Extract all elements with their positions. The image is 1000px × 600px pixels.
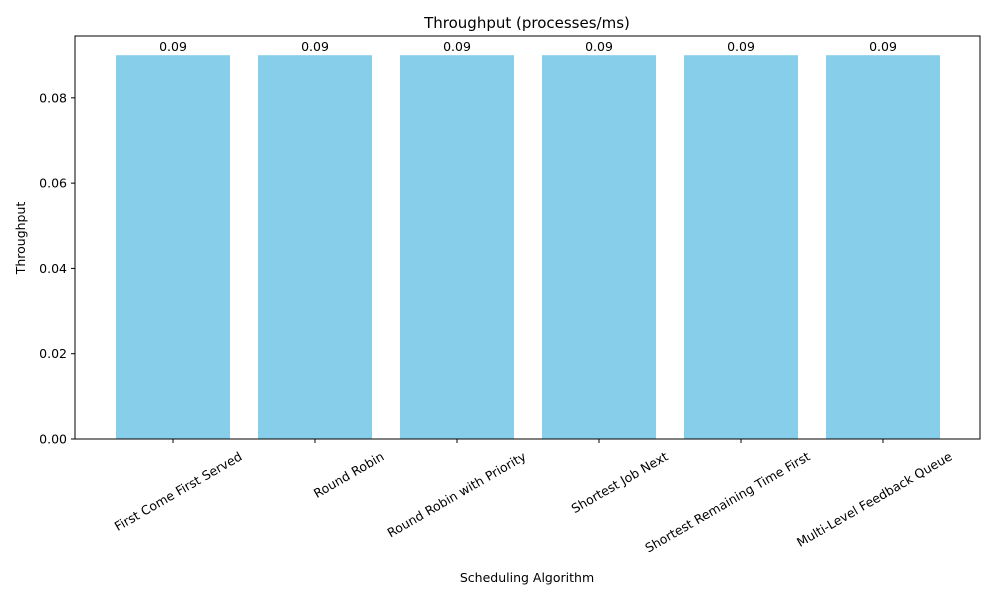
x-tick-label-5: Multi-Level Feedback Queue [794,448,955,549]
bar-value-label-5: 0.09 [869,39,897,54]
y-tick-label-3: 0.06 [39,176,67,191]
y-tick-label-1: 0.02 [39,346,67,361]
x-axis-label: Scheduling Algorithm [460,570,594,585]
data-labels-group: 0.09 0.09 0.09 0.09 0.09 0.09 [159,39,897,54]
bar-1 [258,55,372,439]
bar-5 [826,55,940,439]
y-axis: 0.00 0.02 0.04 0.06 0.08 [39,90,75,447]
bar-value-label-3: 0.09 [585,39,613,54]
y-axis-label: Throughput [13,202,28,276]
x-tick-label-3: Shortest Job Next [569,449,671,517]
bars-group [116,55,940,439]
bar-3 [542,55,656,439]
bar-value-label-0: 0.09 [159,39,187,54]
bar-2 [400,55,514,439]
x-tick-label-0: First Come First Served [112,449,245,534]
x-axis: First Come First Served Round RobinRound … [112,439,955,556]
y-tick-label-0: 0.00 [39,432,67,447]
bar-0 [116,55,230,439]
x-tick-label-4: Shortest Remaining Time First [642,449,812,556]
bar-4 [684,55,798,439]
bar-value-label-1: 0.09 [301,39,329,54]
bar-value-label-2: 0.09 [443,39,471,54]
x-tick-label-1: Round Robin [311,449,387,501]
bar-value-label-4: 0.09 [727,39,755,54]
y-tick-label-4: 0.08 [39,90,67,105]
x-tick-label-2: Round Robin with Priority [385,448,529,540]
plot-frame [74,35,981,440]
chart-title: Throughput (processes/ms) [423,14,630,32]
y-tick-label-2: 0.04 [39,261,67,276]
